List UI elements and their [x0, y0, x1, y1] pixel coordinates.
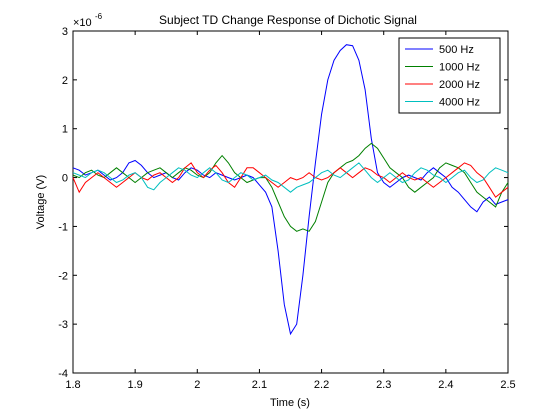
axis-ticks: 1.8 1.9 2 2.1 2.2 2.3 2.4 2.5 -4 -3 -2 -1 0 1 2 3	[58, 26, 515, 391]
y-tick-label: 1	[62, 124, 68, 136]
x-tick-label: 1.8	[65, 379, 80, 391]
series-lines	[72, 44, 509, 336]
y-tick-label: -3	[58, 319, 68, 331]
y-tick-label: 0	[62, 173, 68, 185]
y-tick-label: -4	[58, 368, 68, 380]
x-tick-label: 2.4	[438, 379, 453, 391]
chart-title: Subject TD Change Response of Dichotic S…	[159, 13, 417, 27]
y-exponent-power: -6	[95, 12, 103, 21]
series-line-1000-hz	[72, 142, 509, 232]
x-tick-label: 1.9	[127, 379, 142, 391]
x-tick-label: 2.1	[252, 379, 267, 391]
legend: 500 Hz 1000 Hz 2000 Hz 4000 Hz	[398, 37, 501, 114]
y-tick-label: 3	[62, 26, 68, 38]
legend-label-500-hz: 500 Hz	[439, 44, 474, 56]
y-tick-label: 2	[62, 75, 68, 87]
series-line-4000-hz	[72, 162, 509, 193]
x-tick-label: 2	[194, 379, 200, 391]
x-tick-label: 2.5	[500, 379, 515, 391]
legend-label-1000-hz: 1000 Hz	[439, 62, 480, 74]
legend-label-4000-hz: 4000 Hz	[439, 97, 480, 109]
x-axis-label: Time (s)	[270, 397, 310, 409]
x-tick-label: 2.3	[376, 379, 391, 391]
series-line-500-hz	[72, 44, 509, 336]
y-axis-label: Voltage (V)	[35, 175, 47, 229]
legend-label-2000-hz: 2000 Hz	[439, 79, 480, 91]
x-tick-label: 2.2	[314, 379, 329, 391]
series-line-2000-hz	[72, 162, 509, 198]
legend-box	[398, 37, 501, 114]
y-tick-label: -2	[58, 270, 68, 282]
y-tick-label: -1	[58, 221, 68, 233]
y-exponent-base: ×10	[73, 17, 92, 29]
